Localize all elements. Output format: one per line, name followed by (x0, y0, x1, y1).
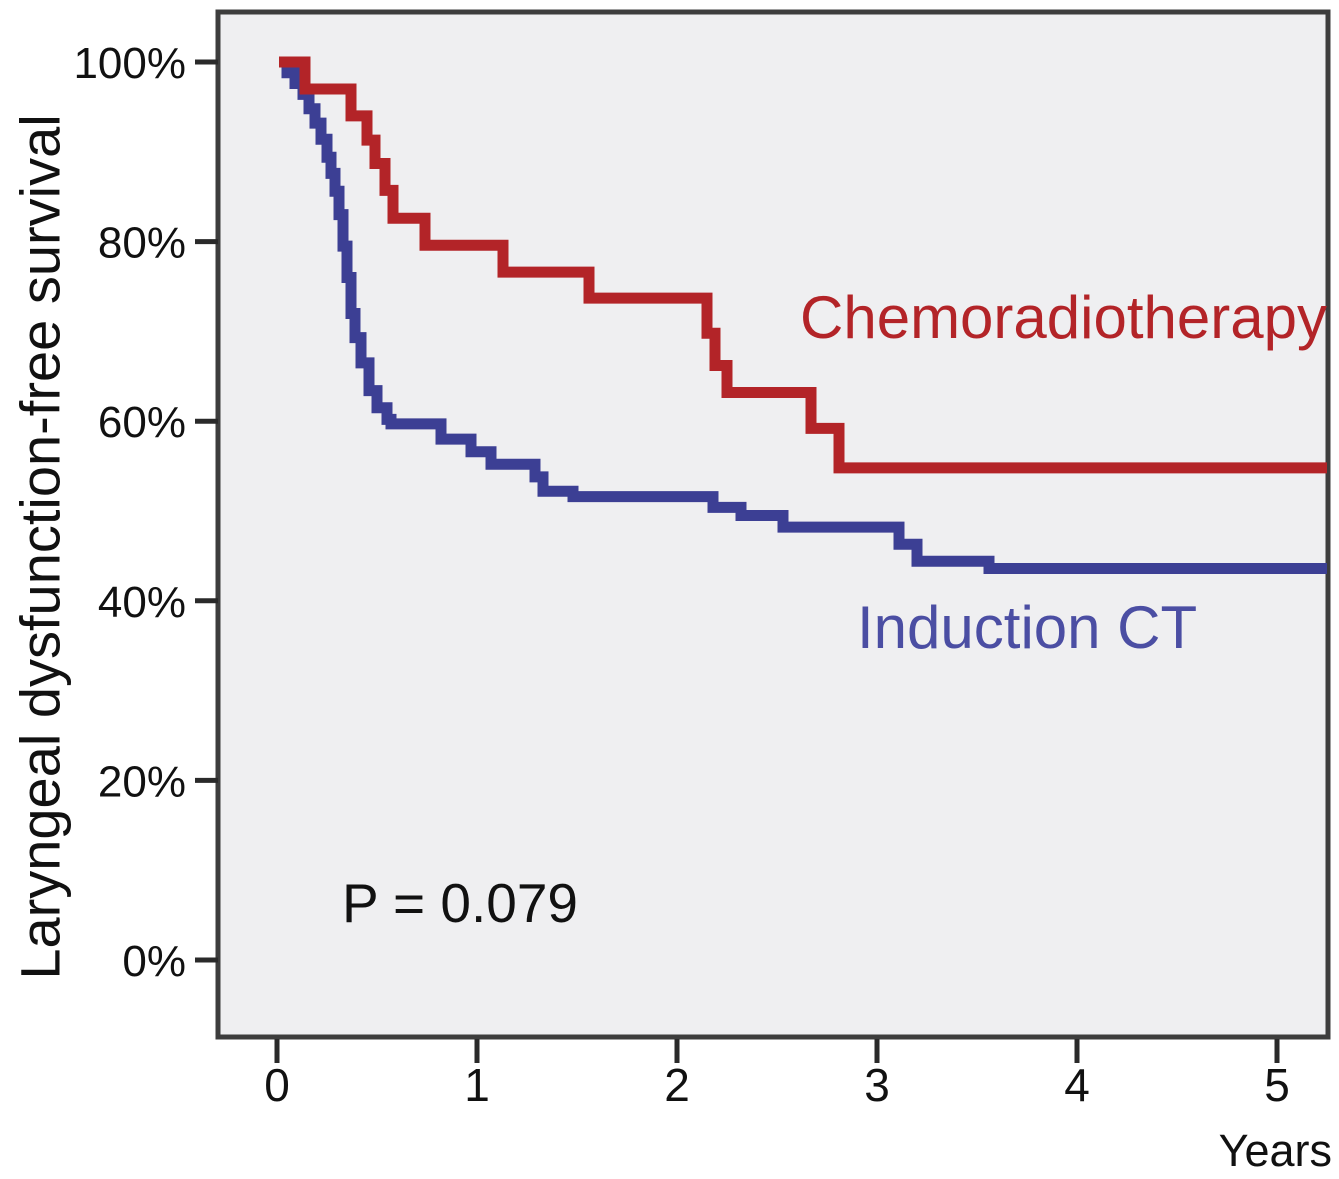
p-value-annotation: P = 0.079 (342, 872, 579, 934)
plot-area (215, 9, 1331, 1040)
y-tick-label: 40% (98, 578, 186, 627)
series-label-chemoradiotherapy: Chemoradiotherapy (800, 284, 1327, 351)
y-tick-label: 100% (73, 39, 186, 88)
y-tick-label: 80% (98, 219, 186, 268)
x-tick-label: 0 (264, 1059, 290, 1111)
y-tick-label: 20% (98, 757, 186, 806)
y-tick-label: 60% (98, 398, 186, 447)
x-tick-label: 2 (664, 1059, 690, 1111)
chemoradiotherapy-curve (279, 56, 1327, 474)
x-tick-label: 3 (864, 1059, 890, 1111)
x-tick-label: 4 (1064, 1059, 1090, 1111)
y-axis-title: Laryngeal dysfunction-free survival (8, 114, 72, 980)
x-tick-label: 1 (464, 1059, 490, 1111)
x-tick-label: 5 (1264, 1059, 1290, 1111)
y-tick-label: 0% (122, 937, 186, 986)
series-label-induction-ct: Induction CT (857, 594, 1198, 661)
induction-ct-curve (279, 56, 1327, 574)
x-axis-title: Years (1218, 1125, 1332, 1176)
